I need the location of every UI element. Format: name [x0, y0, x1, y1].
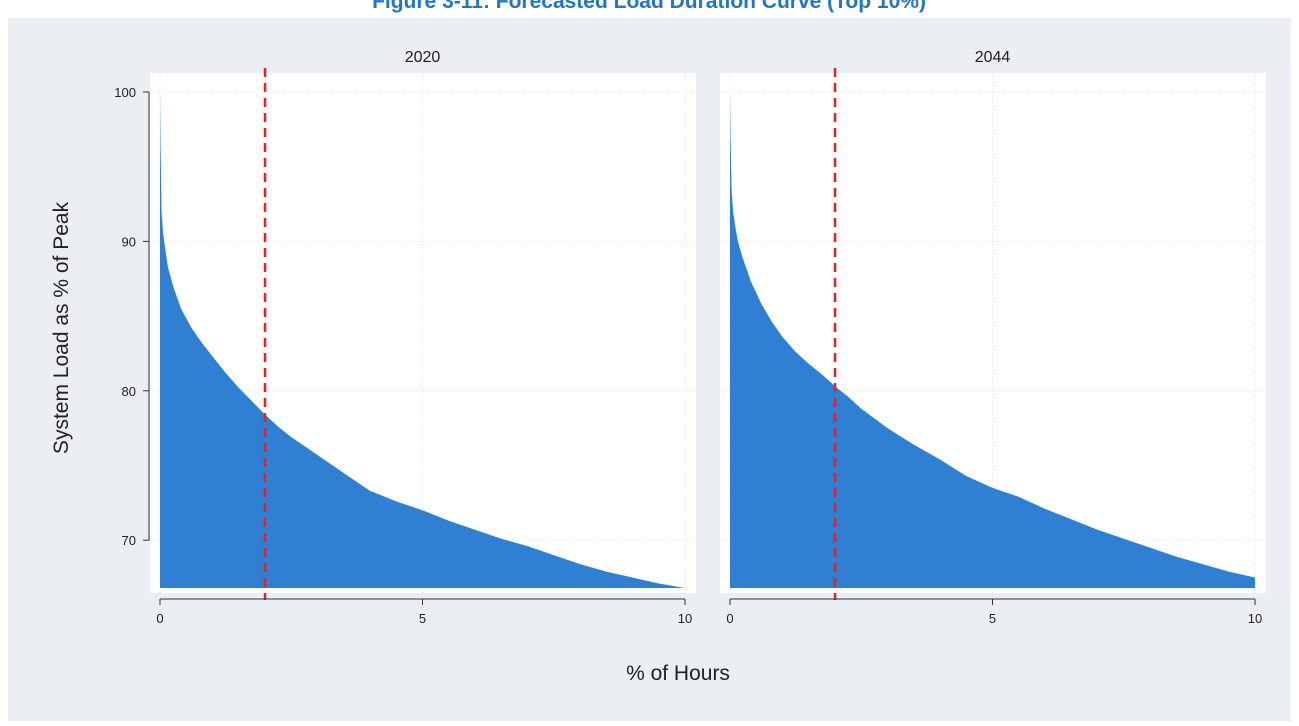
- y-axis-label: System Load as % of Peak: [50, 201, 73, 454]
- y-tick-label: 70: [122, 533, 136, 548]
- load-duration-area-2044: [730, 91, 1255, 588]
- x-tick-label: 0: [726, 611, 733, 626]
- x-axis-label: % of Hours: [626, 662, 730, 685]
- y-tick-label: 100: [114, 85, 136, 100]
- x-tick-label: 10: [678, 611, 692, 626]
- panel-title: 2044: [975, 49, 1011, 66]
- y-tick-label: 80: [122, 384, 136, 399]
- panel-2044: 2044 0 5 10: [720, 49, 1266, 626]
- x-tick-label: 5: [419, 611, 426, 626]
- figure-title: Figure 3-11: Forecasted Load Duration Cu…: [372, 0, 926, 13]
- panels-group: 2020 0 5 10 70 80 90 100 2044 0 5 10: [114, 49, 1266, 626]
- y-tick-label: 90: [122, 234, 136, 249]
- panel-2020: 2020 0 5 10 70 80 90 100: [114, 49, 696, 626]
- x-tick-label: 5: [989, 611, 996, 626]
- panel-title: 2020: [405, 49, 441, 66]
- x-tick-label: 10: [1248, 611, 1262, 626]
- x-tick-label: 0: [156, 611, 163, 626]
- load-duration-area-2020: [160, 91, 685, 588]
